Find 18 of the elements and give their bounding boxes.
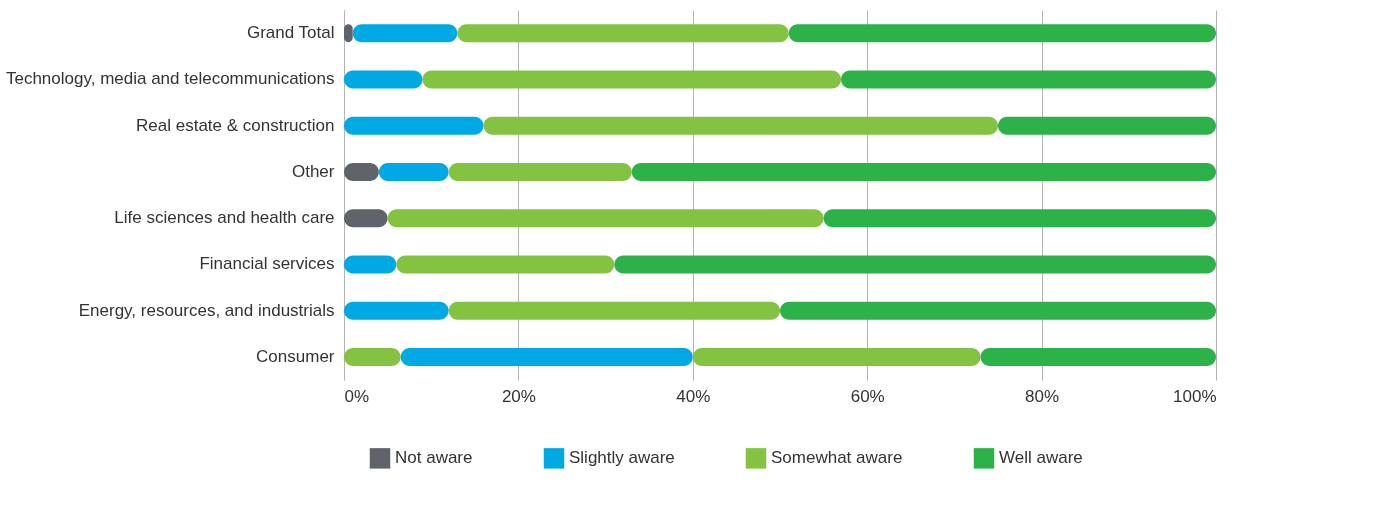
y-tick-label: Energy, resources, and industrials [78,300,335,320]
y-tick-label: Technology, media and telecommunications [5,69,335,89]
x-tick-label: 0% [344,386,370,406]
legend-label: Slightly aware [569,448,675,468]
legend-label: Not aware [395,448,473,468]
x-tick-label: 100% [1173,386,1217,406]
y-tick-label: Grand Total [246,23,335,43]
y-tick-label: Financial services [199,254,335,274]
x-tick-label: 80% [1025,386,1060,406]
y-tick-label: Life sciences and health care [114,208,335,228]
x-tick-label: 60% [850,386,885,406]
y-tick-label: Real estate & construction [136,115,335,135]
y-tick-label: Other [291,161,335,181]
x-tick-label: 20% [501,386,536,406]
legend-label: Somewhat aware [771,448,903,468]
legend-label: Well aware [999,448,1083,468]
y-tick-label: Consumer [256,346,335,366]
x-tick-label: 40% [676,386,711,406]
